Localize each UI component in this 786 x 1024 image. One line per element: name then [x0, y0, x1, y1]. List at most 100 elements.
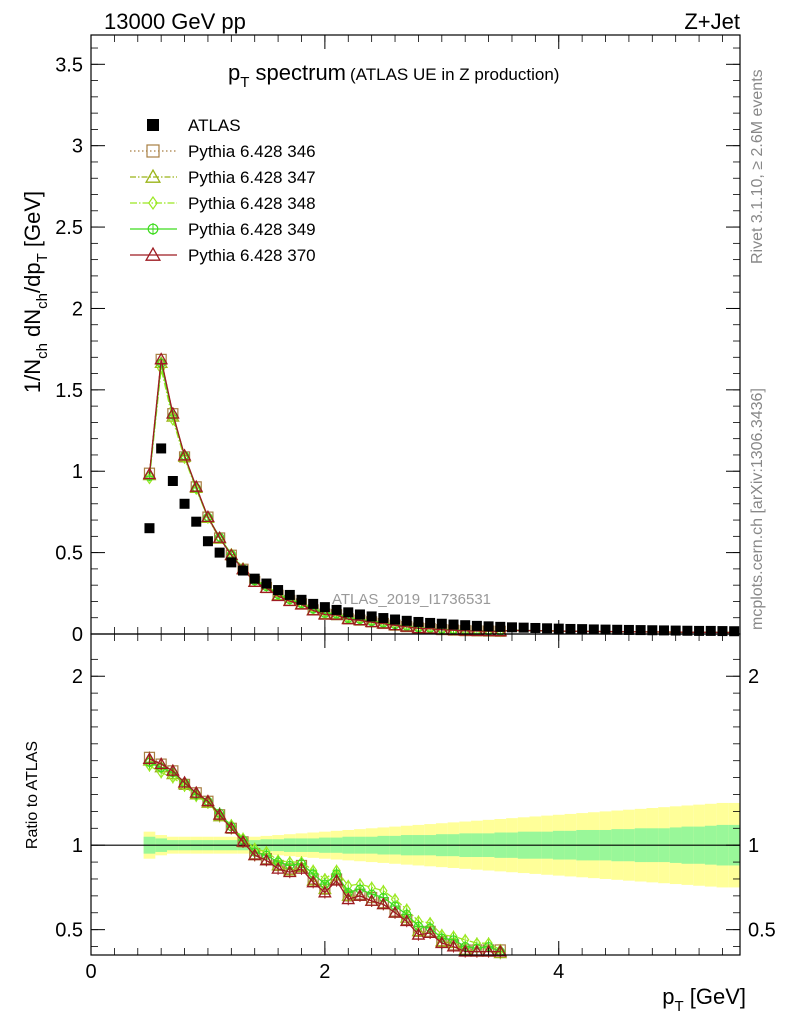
svg-text:1/Nch dNch/dpT [GeV]: 1/Nch dNch/dpT [GeV]	[20, 191, 51, 393]
ratio-tick-label-right: 2	[748, 666, 759, 688]
data-point	[378, 613, 389, 624]
mc-point	[177, 448, 192, 461]
ratio-tick-label: 1	[72, 835, 83, 857]
ratio-frame	[90, 633, 741, 956]
data-point	[202, 536, 213, 547]
header-left: 13000 GeV pp	[104, 9, 246, 34]
mc-point	[481, 944, 496, 957]
data-point	[471, 620, 482, 631]
data-point	[284, 589, 295, 600]
legend-label: Pythia 6.428 370	[188, 246, 316, 265]
mc-point	[318, 607, 332, 620]
data-point	[226, 557, 237, 568]
title-sub: T	[240, 74, 249, 91]
mc-point	[423, 925, 437, 938]
mc-point	[341, 892, 356, 905]
legend-label: Pythia 6.428 348	[188, 194, 316, 213]
legend-item: Pythia 6.428 346	[130, 142, 316, 161]
mcplots-label: mcplots.cern.ch [arXiv:1306.3436]	[749, 388, 766, 630]
title-paren: (ATLAS UE in Z production)	[350, 65, 559, 84]
mc-point	[306, 875, 321, 888]
data-point	[448, 619, 459, 630]
data-point	[249, 573, 260, 584]
data-point	[191, 516, 202, 527]
legend-label: Pythia 6.428 347	[188, 168, 316, 187]
legend-label: ATLAS	[188, 116, 241, 135]
mc-point	[376, 897, 391, 910]
mc-point	[165, 406, 180, 419]
legend-item: Pythia 6.428 370	[130, 246, 316, 265]
data-point	[343, 607, 354, 618]
data-point	[354, 609, 365, 620]
data-point	[147, 119, 159, 131]
rivet-label: Rivet 3.1.10, ≥ 2.6M events	[749, 69, 766, 264]
mc-point	[192, 483, 201, 496]
y-tick-label: 2.5	[55, 217, 83, 239]
ratio-tick-label: 0.5	[55, 920, 83, 942]
mc-point	[224, 821, 239, 834]
mc-point	[341, 612, 356, 625]
y-tick-label: 3.5	[55, 54, 83, 76]
mc-point	[212, 530, 227, 543]
mc-point	[364, 893, 379, 906]
data-point	[542, 623, 553, 634]
mc-point	[470, 944, 484, 957]
x-tick-label: 0	[85, 961, 96, 983]
data-point	[518, 622, 529, 633]
mc-point	[458, 944, 473, 957]
legend-label: Pythia 6.428 346	[188, 142, 316, 161]
title-p: p	[228, 60, 240, 85]
data-point	[729, 626, 740, 637]
mc-point	[388, 905, 402, 918]
y-tick-label: 3	[72, 136, 83, 158]
mc-point	[201, 794, 215, 807]
data-point	[167, 475, 178, 486]
mc-point	[446, 939, 461, 952]
mc-point	[423, 621, 437, 634]
mc-point	[493, 946, 508, 959]
data-point	[273, 585, 284, 596]
mc-point	[154, 352, 169, 365]
data-point	[612, 624, 623, 635]
data-point	[413, 616, 424, 627]
mc-point	[201, 510, 215, 523]
y-tick-label: 0.5	[55, 543, 83, 565]
ratio-ylabel: Ratio to ATLAS	[24, 741, 41, 849]
mc-point	[399, 914, 414, 927]
main-plot: 0 0.5 1 1.5 2 2.5 3 3.5	[55, 34, 741, 646]
mc-point	[144, 246, 162, 261]
data-point	[390, 614, 401, 625]
y-tick-label: 2	[72, 298, 83, 320]
mc-point	[177, 775, 192, 788]
legend-item: Pythia 6.428 347	[130, 168, 316, 187]
data-point	[635, 625, 646, 636]
mc-point	[212, 807, 227, 820]
mc-point	[271, 589, 285, 602]
mc-point	[189, 479, 204, 492]
ratio-tick-label-right: 0.5	[748, 920, 776, 942]
xlabel-unit: [GeV]	[684, 984, 746, 1009]
data-point	[296, 594, 307, 605]
ratio-tick-label-right: 1	[748, 835, 759, 857]
mc-point	[282, 865, 297, 878]
ratio-series-pythia-6-428-370	[142, 751, 508, 958]
mc-point	[236, 834, 250, 847]
x-axis-label: pT [GeV]	[662, 984, 746, 1015]
xlabel-sub: T	[674, 998, 683, 1015]
data-point	[658, 625, 669, 636]
data-point	[214, 547, 225, 558]
data-point	[588, 624, 599, 635]
mc-point	[165, 763, 180, 776]
ratio-plot: 0 2 4 0.5 0.5 1 1 2 2	[55, 35, 776, 983]
mc-point	[247, 848, 262, 861]
ylabel-main: 1/N	[20, 359, 45, 393]
ratio-tick-label: 2	[72, 666, 83, 688]
data-point	[156, 443, 167, 454]
data-point	[483, 621, 494, 632]
data-point	[261, 578, 272, 589]
data-point	[565, 623, 576, 634]
x-tick-label: 2	[319, 961, 330, 983]
mc-point	[271, 861, 285, 874]
legend-item: Pythia 6.428 349	[130, 220, 316, 239]
mc-point	[180, 452, 189, 465]
